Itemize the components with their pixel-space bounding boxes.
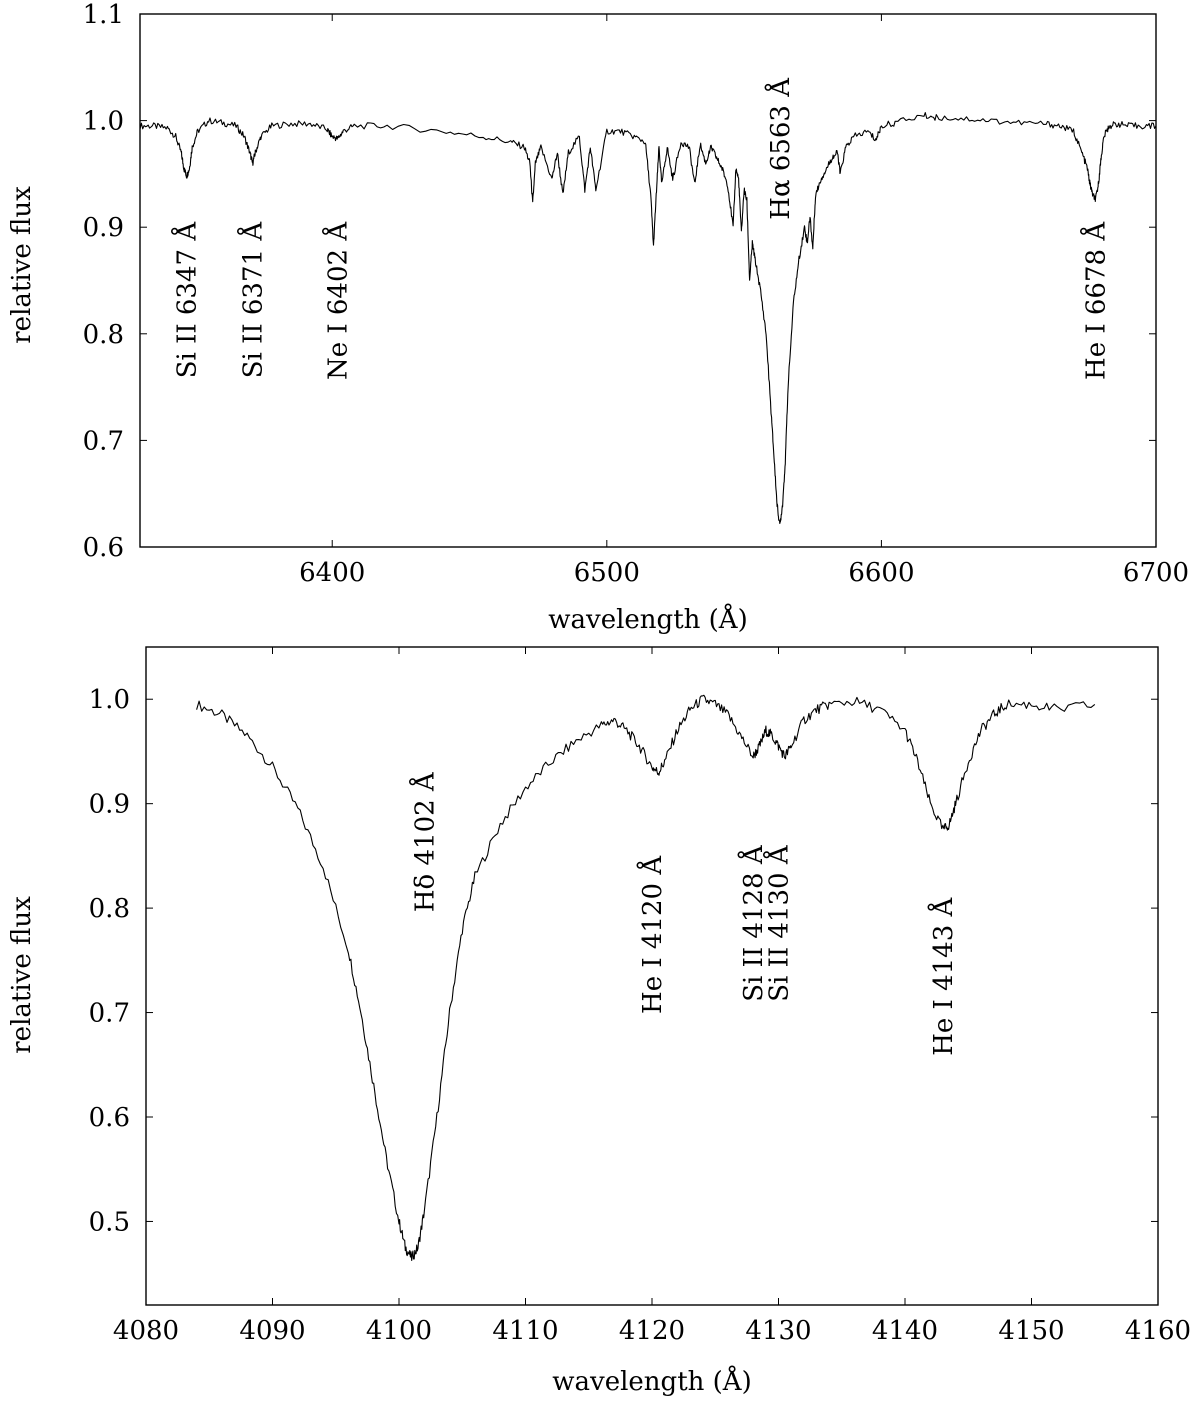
- y-tick-label: 1.0: [89, 685, 130, 715]
- x-tick-label: 4110: [492, 1316, 558, 1346]
- x-axis-title: wavelength (Å): [548, 603, 747, 635]
- x-tick-label: 4150: [998, 1316, 1064, 1346]
- line-label: Si II 6371 Å: [237, 221, 269, 379]
- x-tick-label: 4130: [745, 1316, 811, 1346]
- x-tick-label: 4090: [239, 1316, 305, 1346]
- spectrum-line: [196, 694, 1096, 1261]
- line-label: Ne I 6402 Å: [322, 221, 354, 380]
- line-annotations: Hδ 4102 Å He I 4120 Å Si II 4128 ÅSi II 41…: [408, 771, 959, 1056]
- y-tick-label: 0.8: [83, 320, 124, 350]
- line-label: Si II 4128 Å: [737, 844, 769, 1002]
- y-tick-label: 0.5: [89, 1207, 130, 1237]
- chart-bottom: 4080 4090 4100 4110 4120 4130 4140 4150 4160 0.5…: [7, 646, 1191, 1397]
- x-tick-label: 6400: [299, 558, 365, 588]
- y-axis-title: relative flux: [7, 186, 37, 344]
- y-tick-label: 0.6: [89, 1103, 130, 1133]
- line-label: Hα 6563 Å: [764, 77, 796, 220]
- spectrum-line: [139, 112, 1157, 525]
- chart-top: 6400 6500 6600 6700 0.6 0.7 0.8 0.9 1.0 1.1 Si I…: [7, 0, 1189, 635]
- x-axis-title: wavelength (Å): [552, 1365, 751, 1397]
- line-label: He I 6678 Å: [1080, 221, 1112, 380]
- x-tick-label: 4120: [619, 1316, 685, 1346]
- x-tick-labels: 6400 6500 6600 6700: [299, 558, 1189, 588]
- y-tick-label: 0.6: [83, 533, 124, 563]
- y-tick-label: 1.1: [83, 0, 124, 30]
- y-axis-title: relative flux: [7, 896, 37, 1054]
- x-tick-label: 4100: [366, 1316, 432, 1346]
- y-tick-label: 0.8: [89, 894, 130, 924]
- y-tick-label: 1.0: [83, 107, 124, 137]
- line-label: Hδ 4102 Å: [408, 771, 440, 912]
- y-tick-label: 0.9: [83, 213, 124, 243]
- x-tick-labels: 4080 4090 4100 4110 4120 4130 4140 4150 4160: [113, 1316, 1191, 1346]
- y-tick-label: 0.9: [89, 790, 130, 820]
- tick-marks: [140, 13, 1157, 548]
- line-label: Si II 4130 Å: [763, 844, 795, 1002]
- x-tick-label: 6600: [848, 558, 914, 588]
- line-label: He I 4120 Å: [636, 855, 668, 1014]
- y-tick-labels: 0.5 0.6 0.7 0.8 0.9 1.0: [89, 685, 130, 1237]
- x-tick-label: 6700: [1123, 558, 1189, 588]
- plot-frame: [139, 13, 1157, 548]
- x-tick-label: 4080: [113, 1316, 179, 1346]
- y-tick-label: 0.7: [83, 426, 124, 456]
- line-annotations: Si II 6347 Å Si II 6371 Å Ne I 6402 Å Hα 65…: [171, 77, 1112, 380]
- x-tick-label: 6500: [574, 558, 640, 588]
- x-tick-label: 4160: [1125, 1316, 1191, 1346]
- line-label: Si II 6347 Å: [171, 221, 203, 379]
- tick-marks: [145, 647, 1159, 1305]
- line-label: He I 4143 Å: [927, 896, 959, 1055]
- y-tick-label: 0.7: [89, 999, 130, 1029]
- x-tick-label: 4140: [872, 1316, 938, 1346]
- y-tick-labels: 0.6 0.7 0.8 0.9 1.0 1.1: [83, 0, 124, 563]
